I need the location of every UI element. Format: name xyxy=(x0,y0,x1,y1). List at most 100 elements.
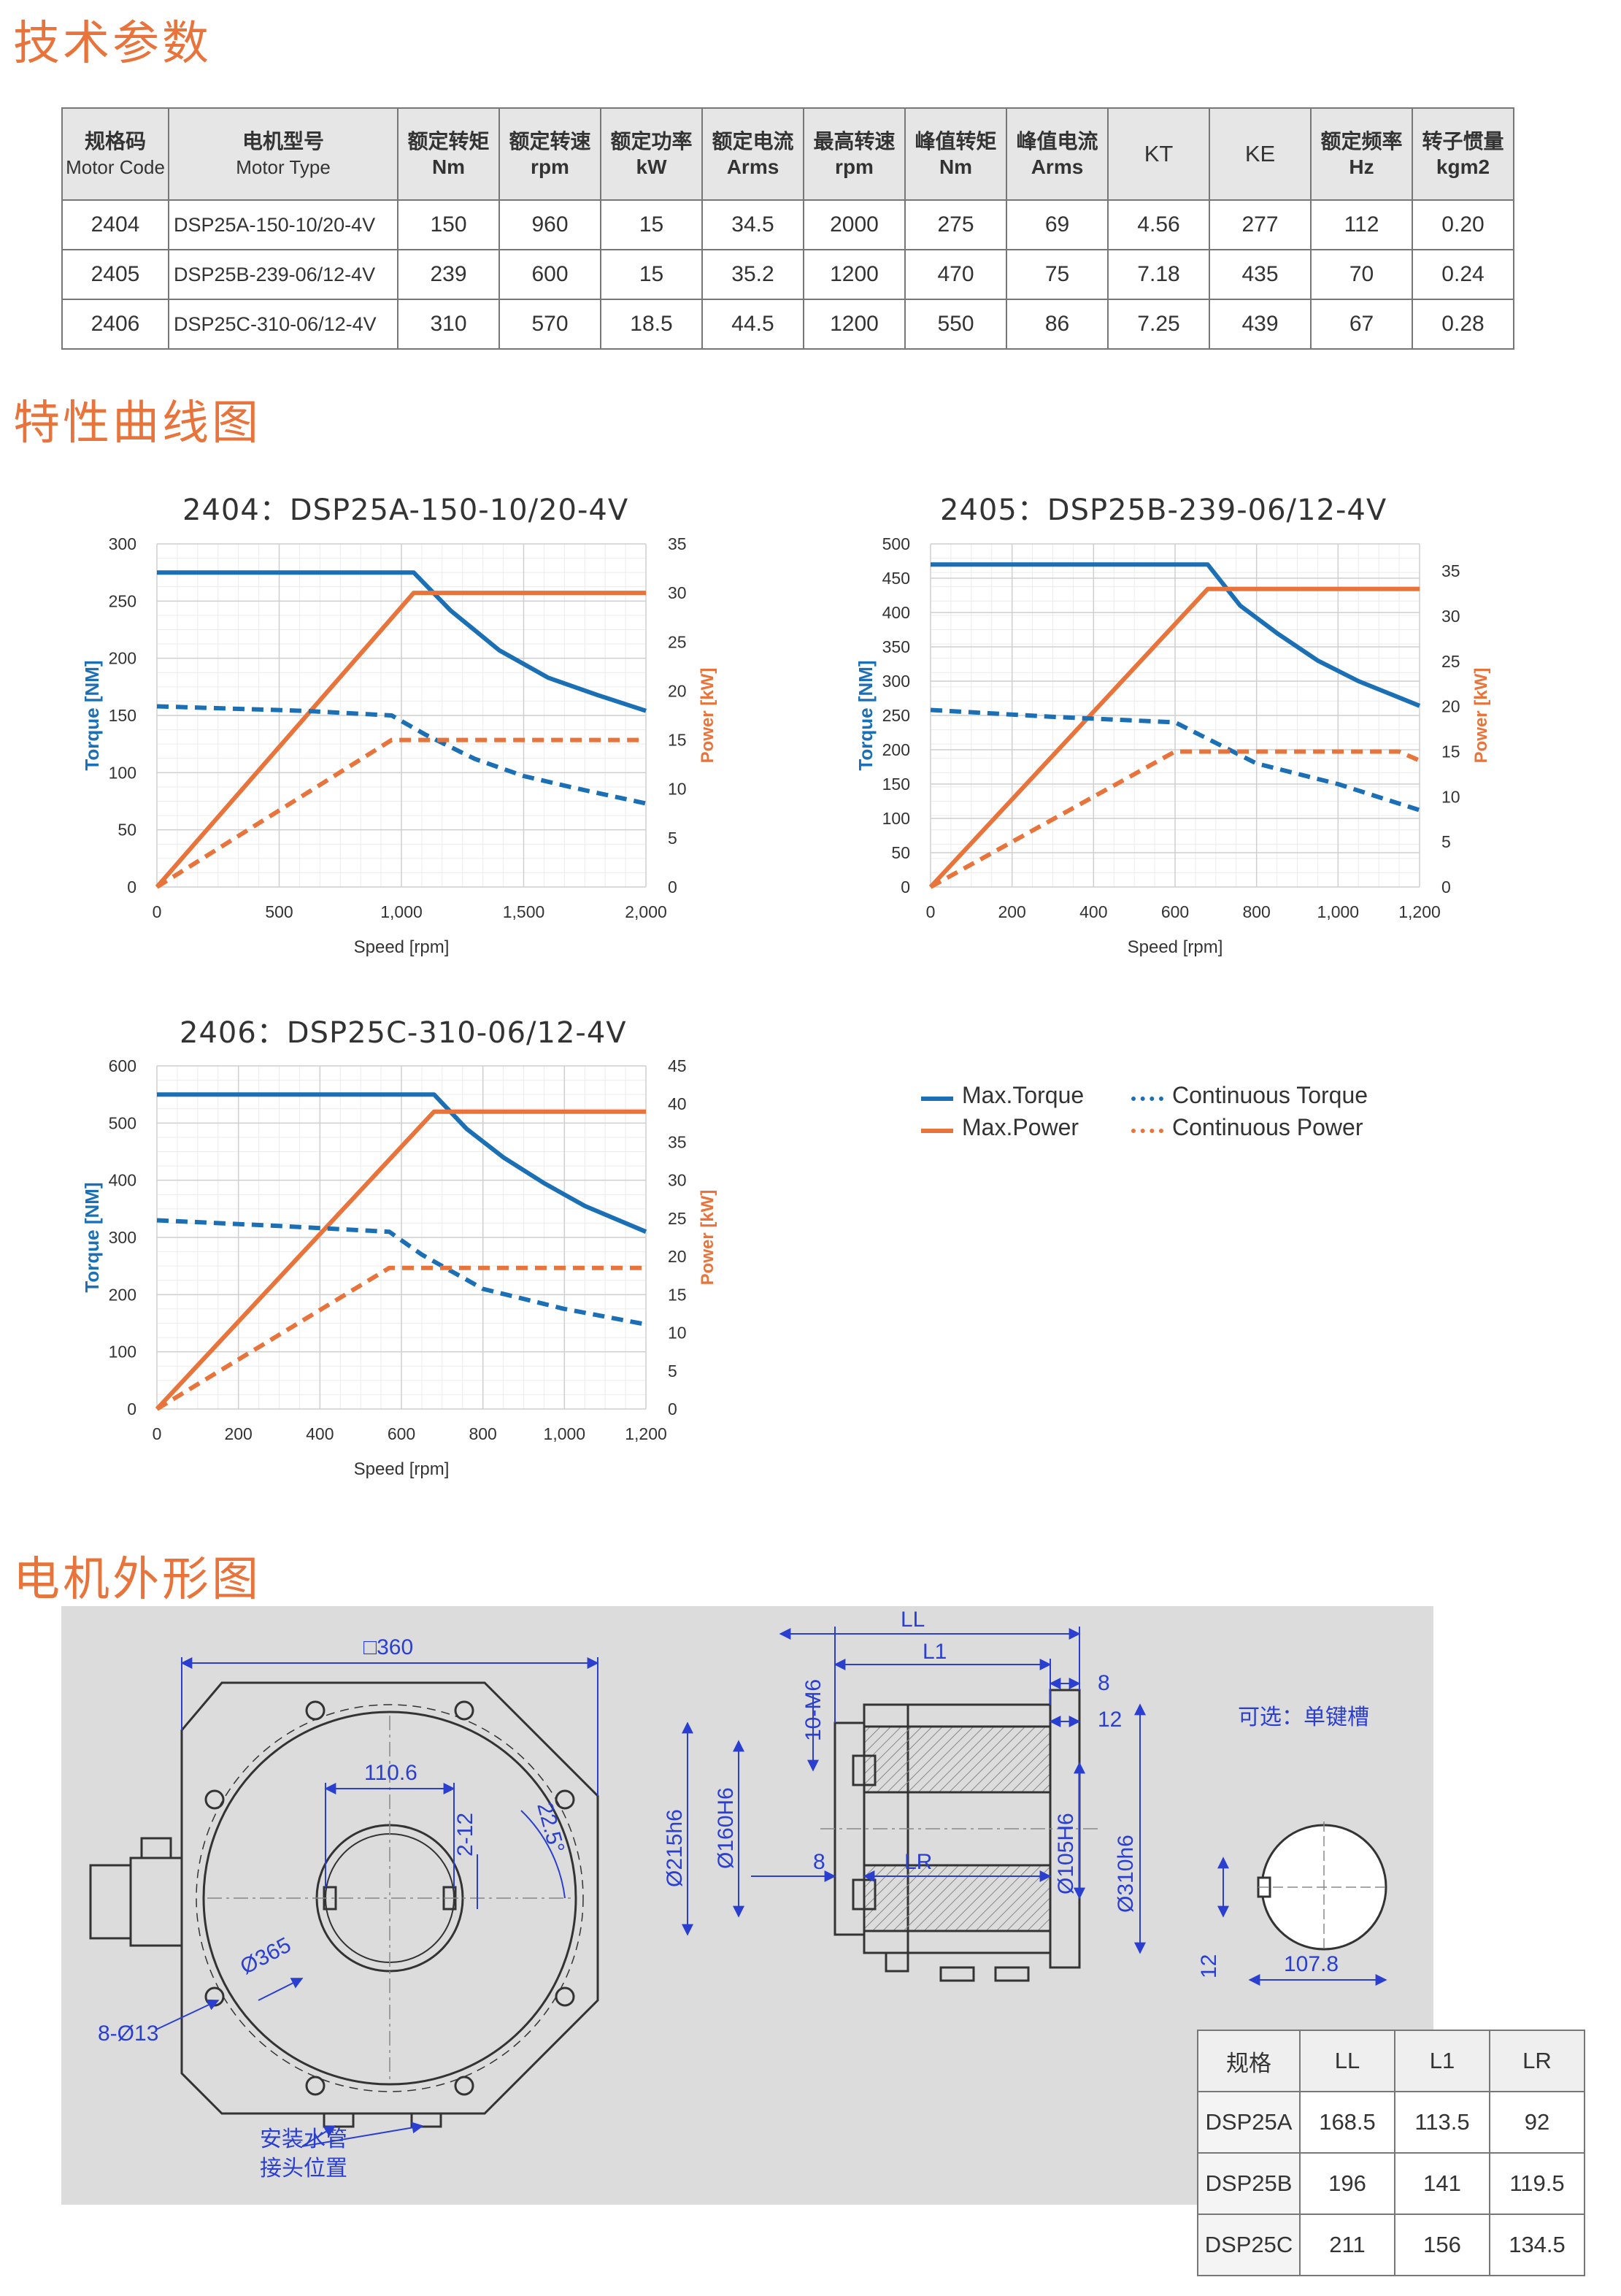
series-continuous-power xyxy=(155,1265,646,1411)
cell-code: 2405 xyxy=(61,249,169,300)
x-axis-label: Speed [rpm] xyxy=(354,937,450,957)
y-tick-label: 0 xyxy=(127,1400,136,1418)
col-header: L1 xyxy=(1394,2030,1490,2092)
x-axis-label: Speed [rpm] xyxy=(354,1459,450,1479)
y-tick-label: 250 xyxy=(882,706,910,725)
dim-label-key-depth: 107.8 xyxy=(1284,1952,1339,1976)
y-tick-label: 200 xyxy=(882,740,910,759)
spec-table-header: 规格码 Motor Code 电机型号 Motor Type 额定转矩 Nm 额定转速… xyxy=(61,107,1514,201)
series-max-torque xyxy=(157,570,647,713)
col-header: 规格码 Motor Code xyxy=(61,107,169,201)
x-tick-label: 2,000 xyxy=(625,902,667,921)
cell-type: DSP25C-310-06/12-4V xyxy=(168,299,398,350)
y-axis-label: Torque [NM] xyxy=(81,660,103,770)
y-tick-label: 0 xyxy=(127,878,136,896)
x-tick-label: 1,200 xyxy=(625,1424,667,1443)
x-tick-label: 800 xyxy=(1242,902,1270,921)
rotor-section-bottom xyxy=(863,1864,1052,1932)
y-tick-label: 250 xyxy=(109,591,136,610)
dimension-table: 规格 LL L1 LR DSP25A 168.5 113.5 92 DSP25B… xyxy=(1197,2030,1585,2276)
series-max-torque xyxy=(157,1092,647,1234)
col-header: 额定功率 kW xyxy=(600,107,703,201)
connector-box-mount xyxy=(129,1857,183,1947)
cell: 470 xyxy=(904,249,1007,300)
cell: 70 xyxy=(1310,249,1413,300)
y-tick-label: 400 xyxy=(882,603,910,622)
y-tick-label: 350 xyxy=(882,637,910,656)
dim-label-110: 110.6 xyxy=(364,1761,417,1785)
y2-tick-label: 0 xyxy=(1441,878,1451,896)
y2-tick-label: 30 xyxy=(1441,607,1460,626)
y-tick-label: 150 xyxy=(882,775,910,794)
front-labels: □360 110.6 2-12 22.5° Ø365 8-Ø13 安装水管 接头… xyxy=(98,1635,569,2181)
mount-hole xyxy=(454,1700,474,1721)
mount-hole xyxy=(555,1986,575,2007)
dim-label-LR: LR xyxy=(904,1850,932,1874)
y-tick-label: 200 xyxy=(109,649,136,668)
mount-hole xyxy=(204,1789,225,1810)
y-tick-label: 450 xyxy=(882,569,910,588)
dim-label-8: 8 xyxy=(1098,1671,1110,1695)
cell: 15 xyxy=(600,199,703,250)
leader-pcd xyxy=(258,1978,304,2001)
cell: 75 xyxy=(1006,249,1109,300)
y2-tick-label: 35 xyxy=(1441,561,1460,580)
dim-label-holes: 8-Ø13 xyxy=(98,2022,158,2046)
cell: 570 xyxy=(498,299,601,350)
spec-table: 规格码 Motor Code 电机型号 Motor Type 额定转矩 Nm 额定转速… xyxy=(61,107,1514,350)
dim-label-360: □360 xyxy=(363,1635,413,1659)
y-tick-label: 300 xyxy=(882,672,910,691)
y2-tick-label: 20 xyxy=(1441,697,1460,716)
y2-tick-label: 0 xyxy=(668,878,677,896)
cell: 439 xyxy=(1209,299,1312,350)
keyway-title: 可选：单键槽 xyxy=(1238,1705,1369,1729)
cell: 7.18 xyxy=(1107,249,1210,300)
cell: 150 xyxy=(397,199,500,250)
cell: 211 xyxy=(1299,2214,1395,2276)
col-header: 额定转速 rpm xyxy=(498,107,601,201)
chart-2405: 0 200 400 600 800 1,000 1,20005010015020025030… xyxy=(855,534,1491,957)
x-tick-label: 200 xyxy=(998,902,1025,921)
cell: 15 xyxy=(600,249,703,300)
x-tick-label: 1,000 xyxy=(380,902,423,921)
section-title-tech-params: 技术参数 xyxy=(13,17,212,71)
cell: DSP25C xyxy=(1197,2214,1301,2276)
legend-swatch xyxy=(1131,1097,1163,1101)
cell: 113.5 xyxy=(1394,2091,1490,2154)
cell: 44.5 xyxy=(701,299,804,350)
mount-hole xyxy=(305,2076,326,2096)
cell: 0.28 xyxy=(1412,299,1514,350)
y-tick-label: 300 xyxy=(109,534,136,553)
y2-tick-label: 5 xyxy=(668,1362,677,1381)
cell: 310 xyxy=(397,299,500,350)
section-title-curves: 特性曲线图 xyxy=(13,396,261,450)
y2-tick-label: 10 xyxy=(1441,787,1460,806)
y2-tick-label: 30 xyxy=(668,1171,687,1190)
water-fitting xyxy=(323,2112,355,2128)
y-tick-label: 0 xyxy=(901,878,910,896)
cell: 67 xyxy=(1310,299,1413,350)
col-header: 转子惯量 kgm2 xyxy=(1412,107,1514,201)
cell: 112 xyxy=(1310,199,1413,250)
bolt-head xyxy=(852,1754,877,1786)
x-tick-label: 0 xyxy=(153,1424,162,1443)
x-tick-label: 200 xyxy=(224,1424,252,1443)
water-fitting-side xyxy=(939,1966,975,1982)
table-row: DSP25B 196 141 119.5 xyxy=(1197,2152,1585,2215)
x-tick-label: 800 xyxy=(469,1424,496,1443)
dim-label-pcd: Ø365 xyxy=(236,1933,295,1980)
x-tick-label: 600 xyxy=(1161,902,1189,921)
y2-tick-label: 5 xyxy=(668,829,677,848)
y-tick-label: 50 xyxy=(118,821,136,840)
table-row: 2405 DSP25B-239-06/12-4V 239 600 15 35.2… xyxy=(61,249,1514,300)
y2-tick-label: 35 xyxy=(668,1132,687,1151)
cell: 34.5 xyxy=(701,199,804,250)
front-view xyxy=(89,1681,599,2128)
legend-swatch xyxy=(921,1129,953,1133)
y-axis-label: Torque [NM] xyxy=(81,1182,103,1292)
legend-swatch xyxy=(1131,1129,1163,1133)
dim-label-8-mid: 8 xyxy=(813,1850,825,1874)
cell: 960 xyxy=(498,199,601,250)
x-axis-label: Speed [rpm] xyxy=(1128,937,1223,957)
cell: 0.20 xyxy=(1412,199,1514,250)
